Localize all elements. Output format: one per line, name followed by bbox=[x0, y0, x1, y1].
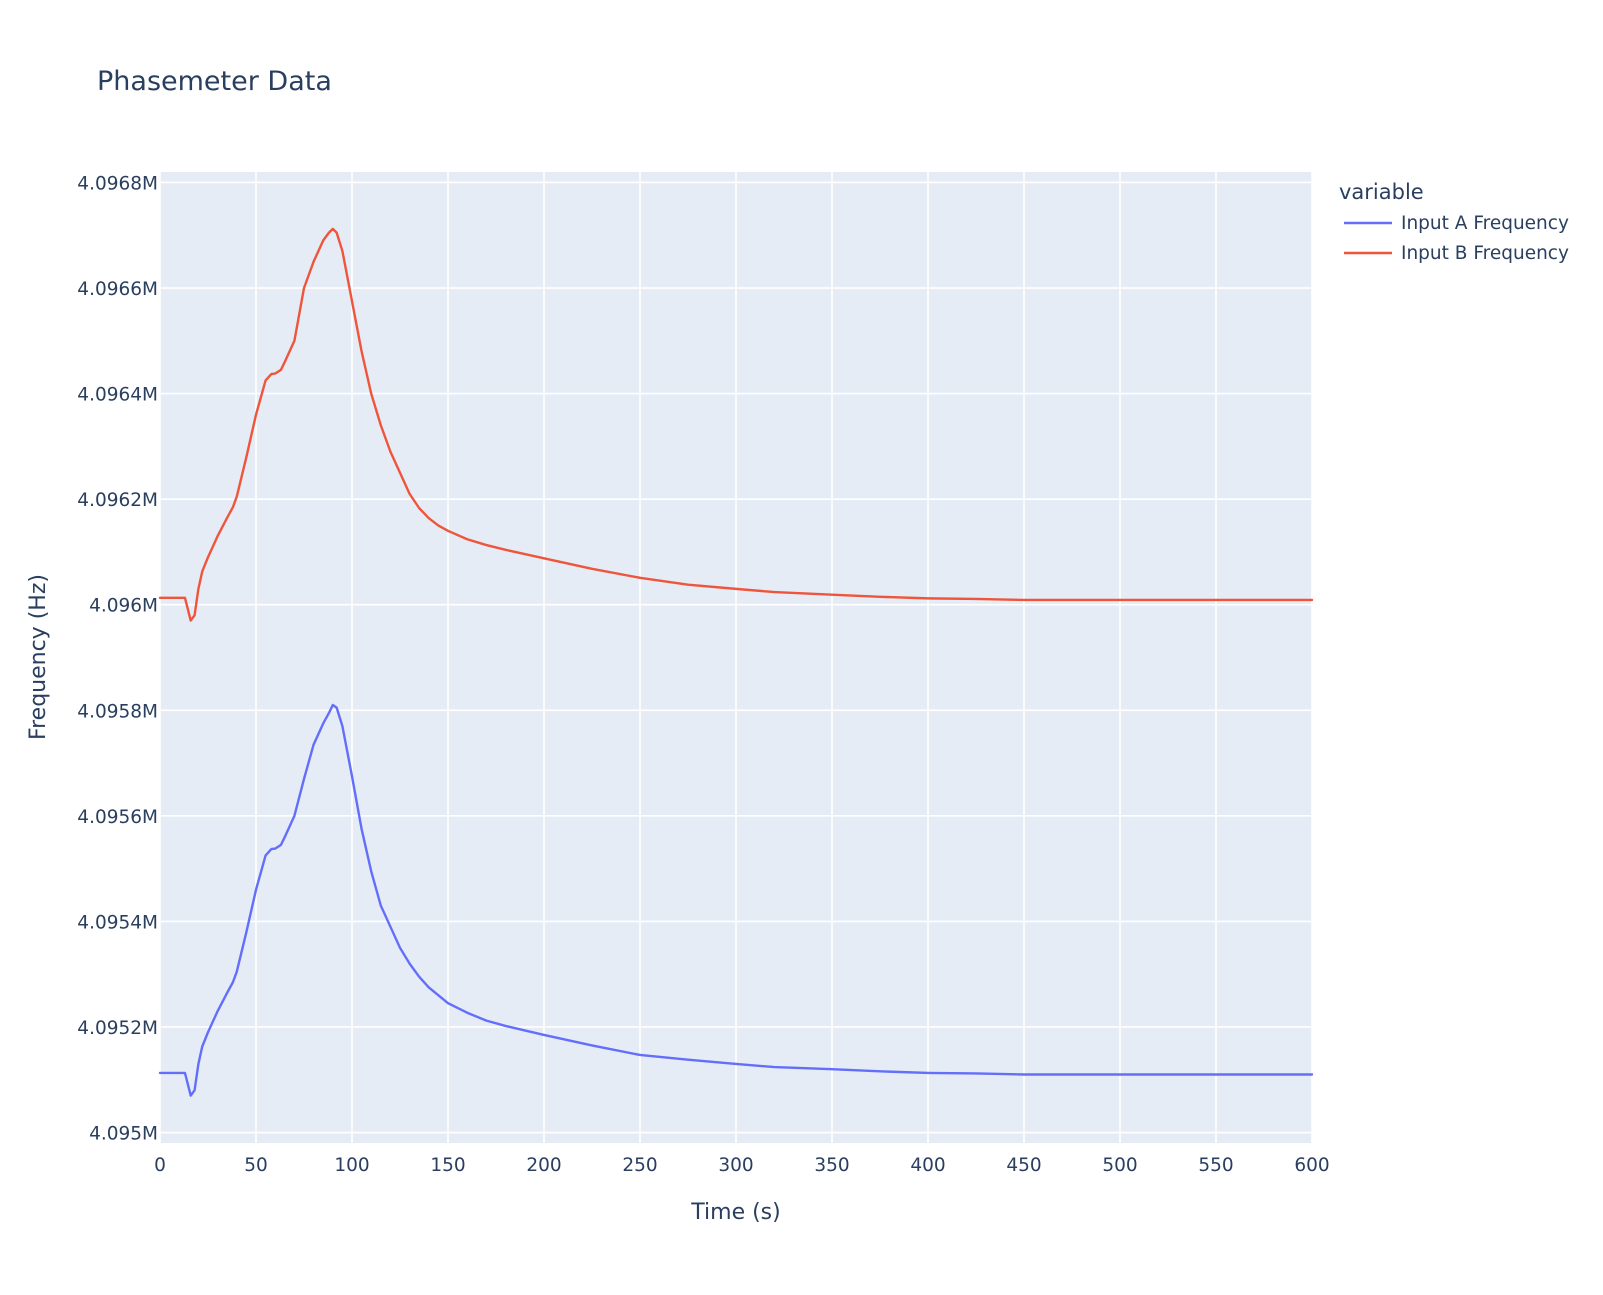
x-tick-label: 550 bbox=[1198, 1155, 1233, 1176]
legend-item-input-a[interactable]: Input A Frequency bbox=[1344, 213, 1569, 234]
y-tick-label: 4.095M bbox=[89, 1124, 158, 1145]
y-axis-title: Frequency (Hz) bbox=[26, 574, 51, 740]
x-axis-title: Time (s) bbox=[690, 1200, 780, 1225]
x-tick-label: 600 bbox=[1294, 1155, 1329, 1176]
x-tick-label: 500 bbox=[1102, 1155, 1137, 1176]
series-line-input-a bbox=[158, 703, 1314, 1097]
x-tick-label: 450 bbox=[1006, 1155, 1041, 1176]
legend[interactable]: variable Input A Frequency Input B Freque… bbox=[1339, 180, 1569, 264]
y-tick-label: 4.0954M bbox=[77, 912, 158, 933]
chart-title: Phasemeter Data bbox=[97, 66, 332, 97]
y-tick-label: 4.0968M bbox=[77, 173, 158, 194]
y-tick-label: 4.0966M bbox=[77, 279, 158, 300]
legend-label: Input A Frequency bbox=[1401, 213, 1569, 234]
legend-item-input-b[interactable]: Input B Frequency bbox=[1344, 243, 1569, 264]
x-tick-label: 150 bbox=[430, 1155, 465, 1176]
legend-label: Input B Frequency bbox=[1401, 243, 1569, 264]
x-tick-label: 300 bbox=[718, 1155, 753, 1176]
x-tick-label: 0 bbox=[154, 1155, 166, 1176]
x-tick-label: 50 bbox=[244, 1155, 268, 1176]
y-tick-label: 4.0962M bbox=[77, 490, 158, 511]
series-line-input-b bbox=[158, 227, 1314, 622]
y-tick-label: 4.0956M bbox=[77, 807, 158, 828]
x-tick-label: 400 bbox=[910, 1155, 945, 1176]
y-tick-labels: 4.095M 4.0952M 4.0954M 4.0956M 4.0958M 4.096M… bbox=[77, 173, 158, 1144]
x-tick-label: 100 bbox=[334, 1155, 369, 1176]
grid-lines bbox=[159, 172, 1313, 1143]
y-tick-label: 4.0952M bbox=[77, 1018, 158, 1039]
y-tick-label: 4.0958M bbox=[77, 701, 158, 722]
x-tick-label: 250 bbox=[622, 1155, 657, 1176]
legend-title: variable bbox=[1339, 180, 1424, 204]
y-tick-label: 4.0964M bbox=[77, 385, 158, 406]
series-layer bbox=[158, 227, 1314, 1097]
x-tick-label: 200 bbox=[526, 1155, 561, 1176]
x-tick-labels: 0 50 100 150 200 250 300 350 400 450 500 550 600 bbox=[154, 1155, 1330, 1176]
y-tick-label: 4.096M bbox=[89, 596, 158, 617]
x-tick-label: 350 bbox=[814, 1155, 849, 1176]
